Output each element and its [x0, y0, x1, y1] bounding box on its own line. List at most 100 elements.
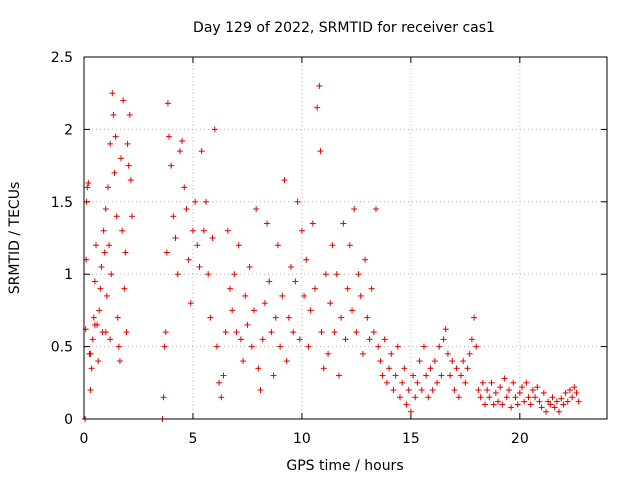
data-point: [185, 256, 192, 263]
data-point: [218, 394, 225, 401]
data-point: [333, 271, 340, 278]
data-point: [410, 372, 417, 379]
data-point: [466, 350, 473, 357]
data-point: [268, 329, 275, 336]
data-point: [492, 389, 499, 396]
y-tick-label: 0.5: [51, 340, 73, 356]
data-point: [331, 329, 338, 336]
data-point: [307, 307, 314, 314]
data-point: [110, 111, 117, 118]
data-point: [551, 404, 558, 411]
data-point: [189, 227, 196, 234]
y-tick-label: 2.5: [51, 50, 73, 66]
data-point: [257, 387, 264, 394]
data-point: [460, 358, 467, 365]
data-point: [170, 213, 177, 220]
data-point: [403, 401, 410, 408]
data-point: [283, 358, 290, 365]
data-point: [525, 394, 532, 401]
data-point: [538, 404, 545, 411]
data-point: [481, 401, 488, 408]
data-point: [394, 343, 401, 350]
plot-frame: [83, 56, 608, 420]
data-point: [571, 384, 578, 391]
data-point: [523, 379, 530, 386]
data-point: [227, 285, 234, 292]
data-point: [412, 394, 419, 401]
data-point: [92, 242, 99, 249]
data-point: [431, 358, 438, 365]
data-point: [83, 198, 90, 205]
data-point: [317, 148, 324, 155]
data-point: [114, 314, 121, 321]
data-point: [388, 350, 395, 357]
data-point: [314, 104, 321, 111]
data-point: [519, 384, 526, 391]
data-point: [296, 336, 303, 343]
data-point: [222, 329, 229, 336]
data-point: [418, 387, 425, 394]
data-point: [253, 206, 260, 213]
data-point: [362, 256, 369, 263]
data-point: [351, 206, 358, 213]
data-point: [344, 285, 351, 292]
data-point: [390, 387, 397, 394]
data-point: [229, 307, 236, 314]
data-point: [87, 350, 94, 357]
data-point: [490, 401, 497, 408]
data-point: [505, 387, 512, 394]
data-point: [106, 242, 113, 249]
data-point: [84, 184, 91, 191]
data-point: [303, 256, 310, 263]
data-point: [558, 395, 565, 402]
data-point: [377, 358, 384, 365]
data-point: [501, 375, 508, 382]
data-point: [102, 206, 109, 213]
data-point: [309, 220, 316, 227]
data-point: [366, 336, 373, 343]
data-point: [126, 111, 133, 118]
data-point: [87, 387, 94, 394]
data-point: [220, 372, 227, 379]
x-tick-label: 0: [80, 431, 89, 447]
data-point: [209, 235, 216, 241]
data-point: [503, 394, 510, 401]
data-point: [396, 394, 403, 401]
data-point: [160, 394, 167, 401]
data-point: [196, 263, 203, 270]
data-point: [301, 292, 308, 299]
data-point: [104, 184, 111, 191]
data-point: [453, 365, 460, 372]
data-point: [89, 336, 96, 343]
data-point: [364, 314, 371, 321]
data-point: [575, 398, 582, 405]
data-point: [123, 329, 130, 336]
data-point: [97, 285, 104, 292]
data-point: [553, 398, 560, 405]
data-point: [264, 220, 271, 227]
data-point: [102, 329, 109, 336]
data-point: [569, 394, 576, 401]
data-point: [423, 372, 430, 379]
data-point: [174, 271, 181, 278]
data-point: [499, 401, 506, 408]
data-point: [192, 198, 199, 205]
data-point: [122, 249, 129, 256]
chart-title: Day 129 of 2022, SRMTID for receiver cas…: [193, 20, 495, 36]
data-point: [181, 184, 188, 191]
data-point: [534, 384, 541, 391]
data-point: [290, 329, 297, 336]
data-point: [549, 394, 556, 401]
data-point: [368, 285, 375, 292]
data-point: [255, 365, 262, 372]
data-point: [573, 389, 580, 396]
data-point: [486, 394, 493, 401]
data-point: [346, 242, 353, 249]
data-point: [514, 401, 521, 408]
data-point: [311, 285, 318, 292]
data-point: [521, 398, 528, 405]
data-point: [127, 177, 134, 184]
x-tick-label: 10: [293, 431, 311, 447]
data-point: [436, 343, 443, 350]
data-point: [211, 126, 218, 133]
